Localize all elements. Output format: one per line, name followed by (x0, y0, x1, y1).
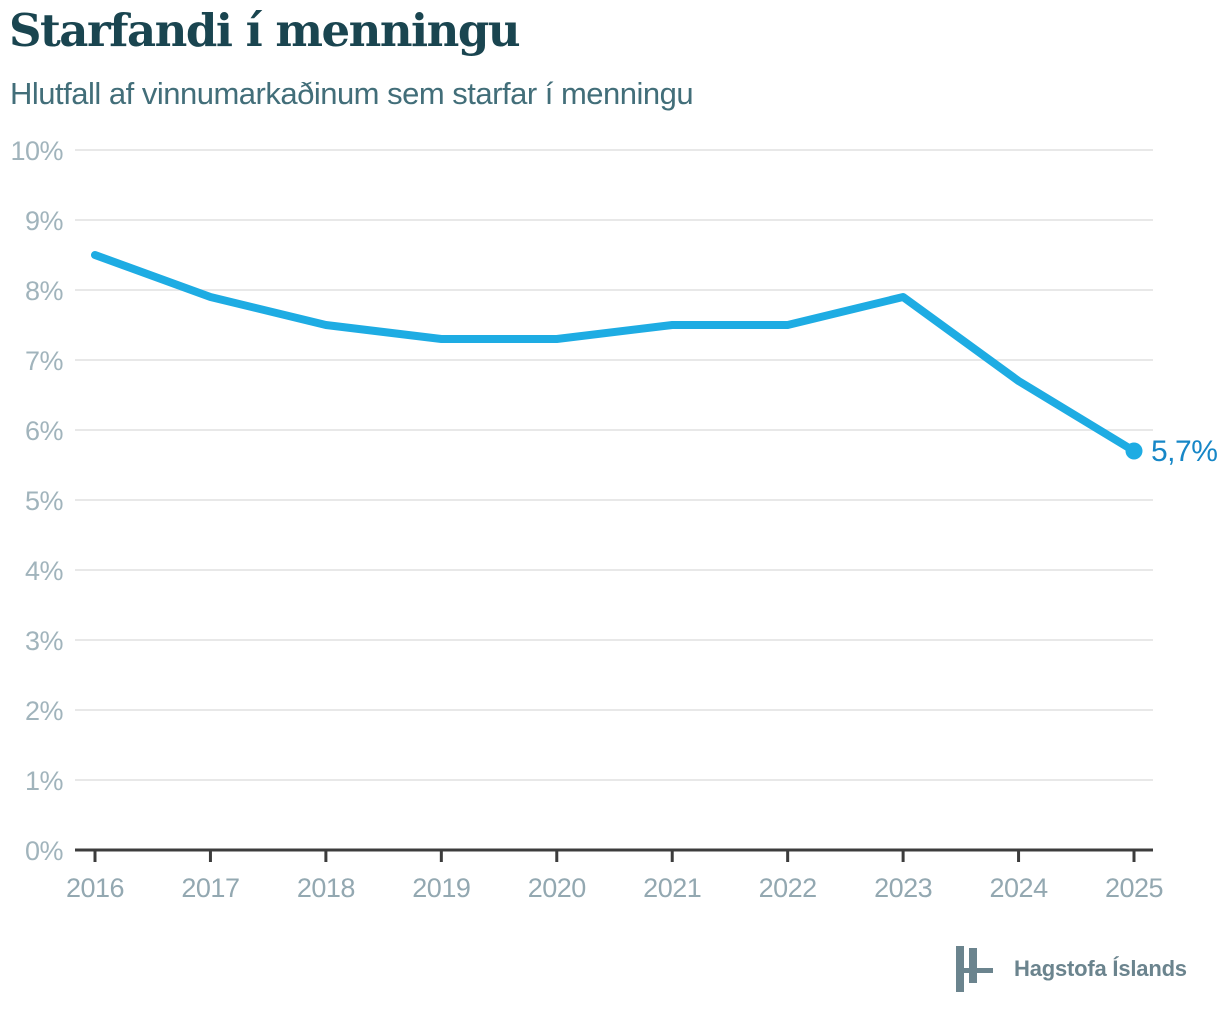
logo-bar-right (969, 948, 977, 983)
y-tick-label: 4% (25, 556, 64, 586)
x-tick-label: 2024 (990, 873, 1049, 903)
x-tick-label: 2017 (181, 873, 239, 903)
logo: Hagstofa Íslands (956, 945, 1187, 993)
y-tick-label: 3% (25, 626, 64, 656)
end-point (1125, 442, 1143, 460)
y-tick-label: 7% (25, 346, 64, 376)
x-tick-label: 2019 (412, 873, 470, 903)
chart-subtitle: Hlutfall af vinnumarkaðinum sem starfar … (10, 76, 694, 111)
x-tick-label: 2018 (297, 873, 355, 903)
logo-bar-horizontal (956, 968, 993, 973)
y-tick-label: 10% (10, 136, 63, 166)
y-tick-label: 0% (25, 836, 64, 866)
hagstofa-logo-icon (956, 946, 994, 992)
x-tick-label: 2023 (874, 873, 932, 903)
y-tick-label: 9% (25, 206, 64, 236)
logo-text: Hagstofa Íslands (1014, 956, 1187, 981)
end-value-label: 5,7% (1151, 435, 1217, 468)
x-tick-label: 2021 (643, 873, 701, 903)
y-tick-label: 1% (25, 766, 64, 796)
line-chart: 0% 1% 2% 3% 4% 5% 6% 7% 8% 9% 10% 2016 2017 2018 2019 2… (10, 136, 1217, 903)
x-tick-label: 2016 (66, 873, 124, 903)
x-tick-label: 2022 (759, 873, 817, 903)
data-line (91, 251, 1138, 455)
y-tick-label: 2% (25, 696, 64, 726)
page-title: Starfandi í menningu (9, 4, 521, 57)
y-tick-label: 8% (25, 276, 64, 306)
y-tick-label: 5% (25, 486, 64, 516)
y-tick-label: 6% (25, 416, 64, 446)
x-tick-label: 2020 (528, 873, 586, 903)
x-tick-label: 2025 (1105, 873, 1163, 903)
